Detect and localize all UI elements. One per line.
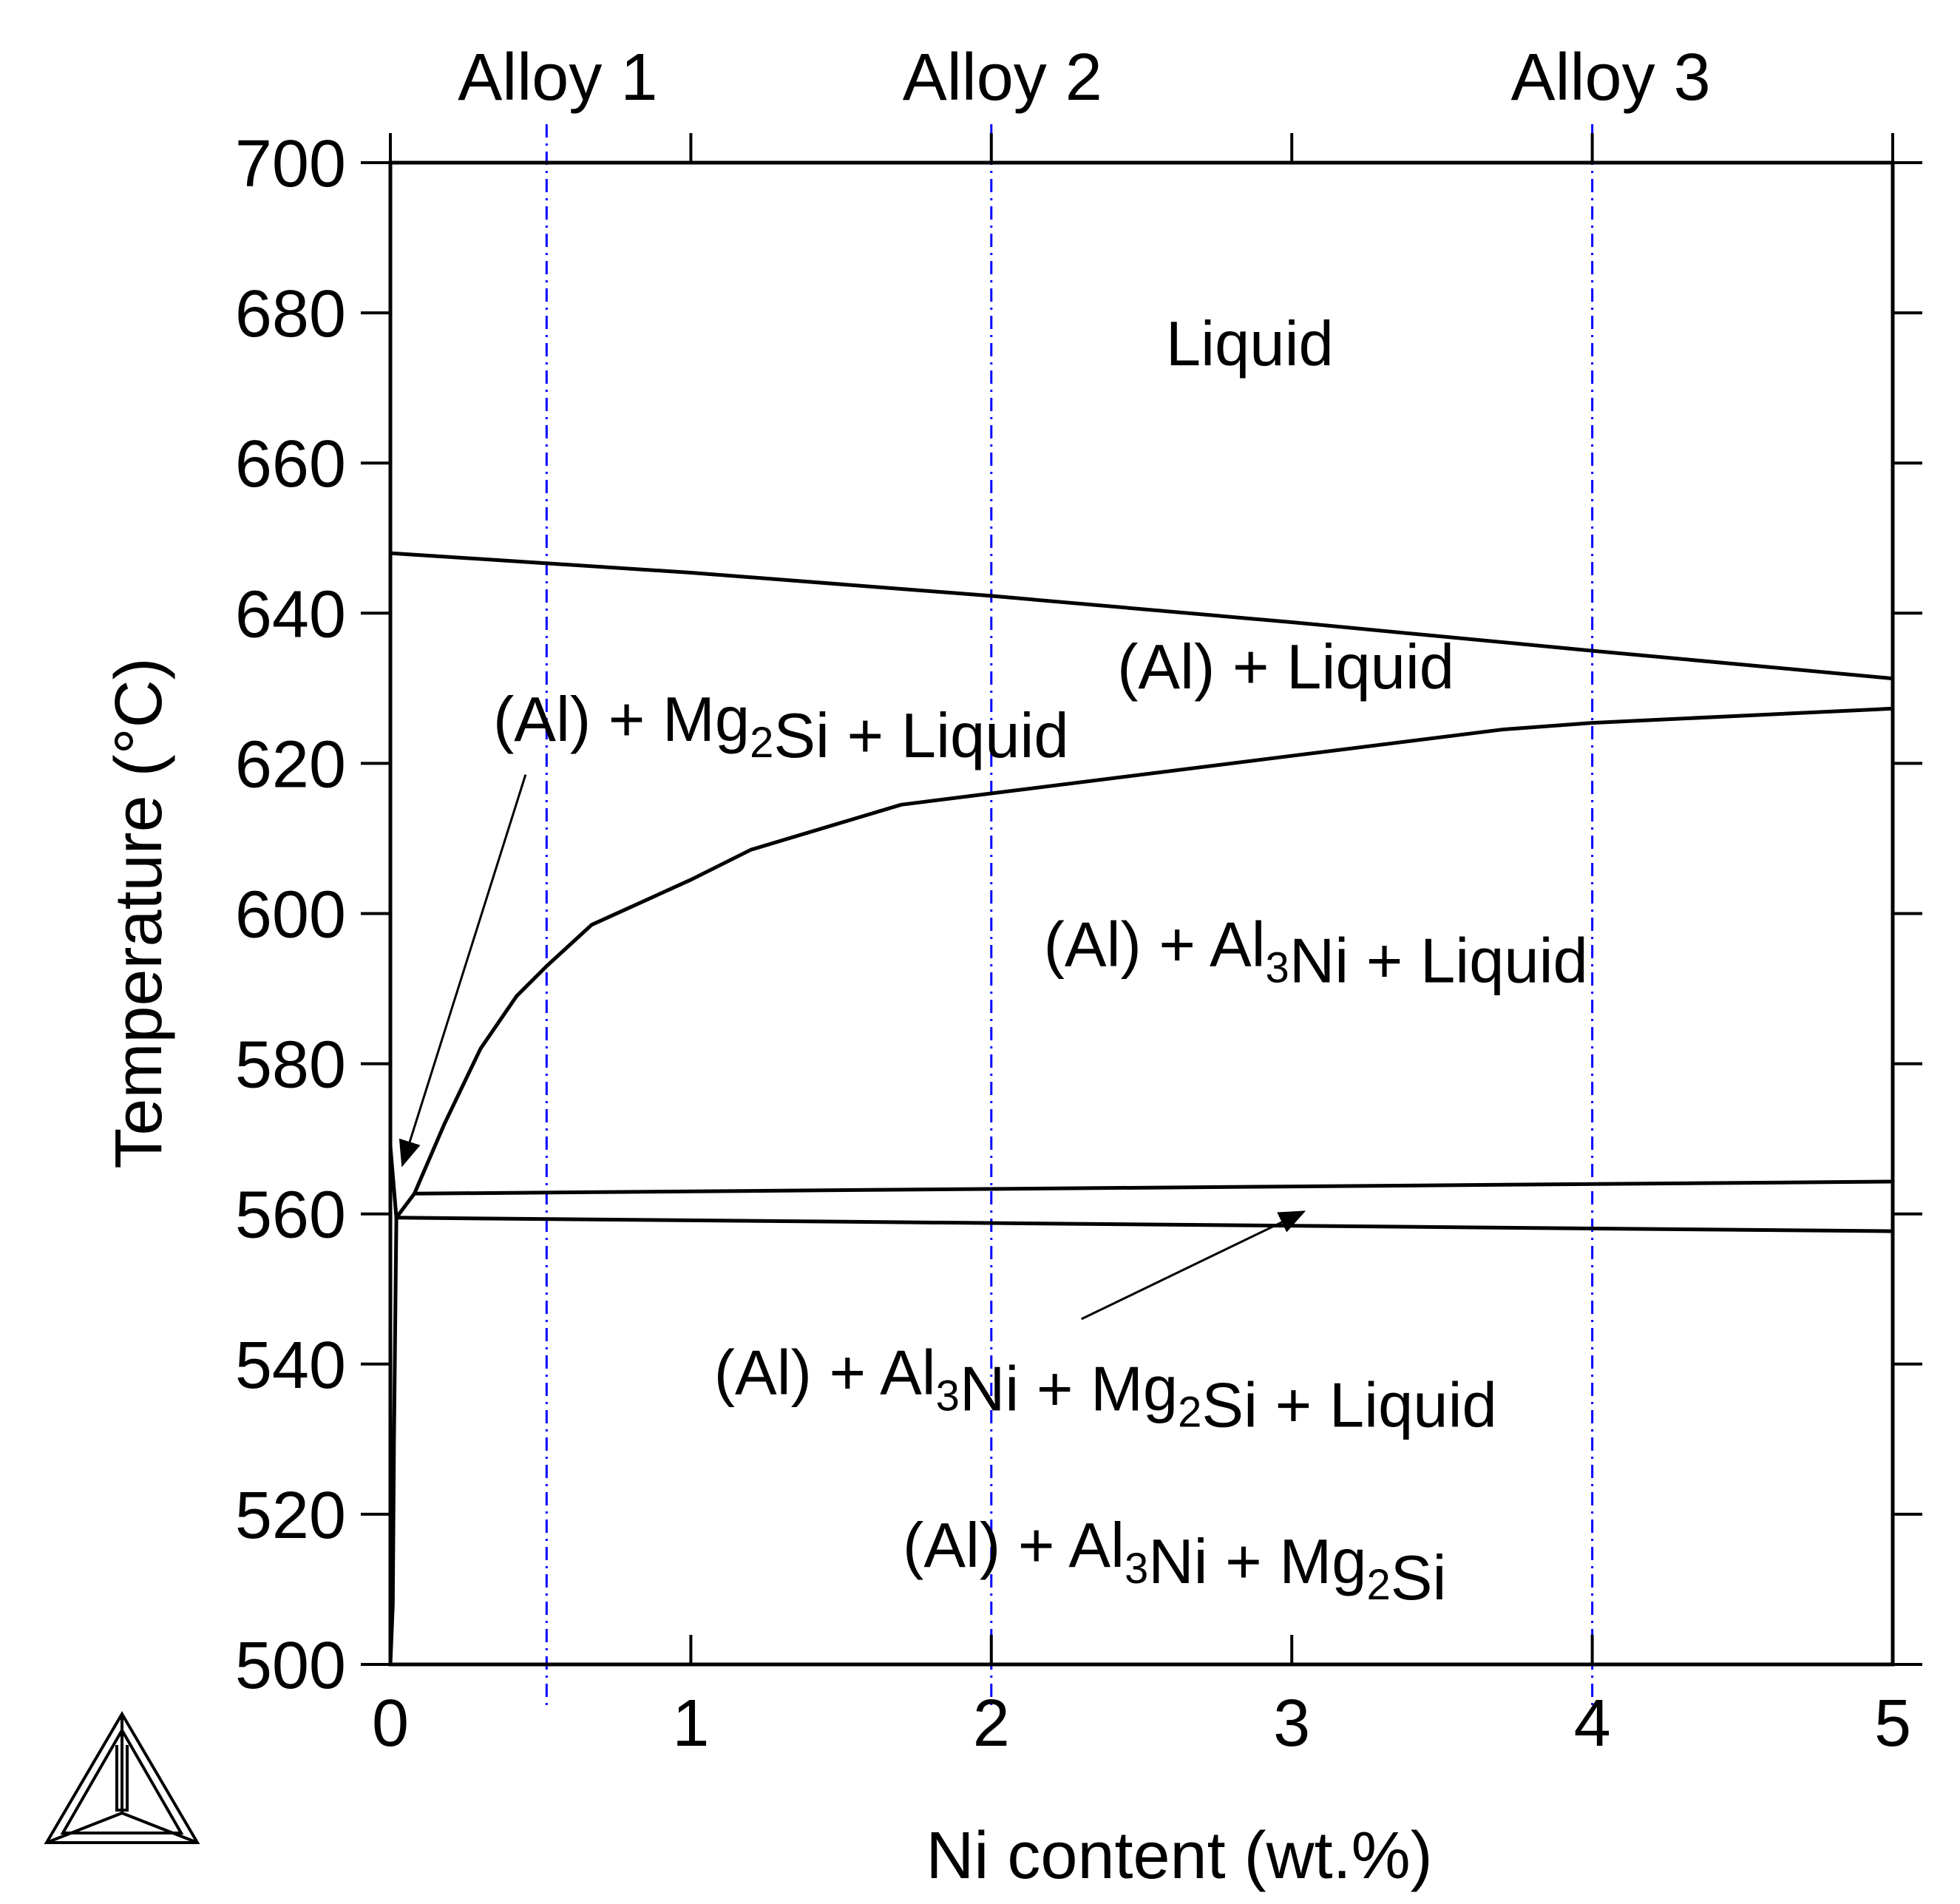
y-tick-label: 500 <box>235 1629 346 1703</box>
x-tick-label: 2 <box>973 1687 1010 1761</box>
x-tick-label: 5 <box>1874 1687 1911 1761</box>
region-label: (Al) + Al3Ni + Mg2Si + Liquid <box>714 1338 1497 1440</box>
y-axis-title: Temperature (°C) <box>102 657 176 1168</box>
x-tick-label: 3 <box>1273 1687 1310 1761</box>
alloy-label: Alloy 1 <box>458 41 657 115</box>
region-label: (Al) + Al3Ni + Liquid <box>1044 910 1588 997</box>
alloy-label: Alloy 3 <box>1511 41 1711 115</box>
phase-boundaries <box>388 551 1893 1665</box>
y-tick-label: 580 <box>235 1029 346 1102</box>
phase-boundary-liquidus <box>390 551 1893 681</box>
region-label: (Al) + Mg2Si + Liquid <box>493 685 1069 771</box>
logo-icon <box>44 1711 200 1844</box>
y-tick-label: 620 <box>235 728 346 802</box>
phase-boundary-lower-eutectic <box>396 1216 1893 1233</box>
alloy-label: Alloy 2 <box>903 41 1102 115</box>
alloy-labels: Alloy 1 Alloy 2 Alloy 3 <box>458 41 1710 115</box>
y-tick-label: 600 <box>235 878 346 952</box>
region-label: (Al) + Al3Ni + Mg2Si <box>903 1511 1446 1613</box>
x-tick-label: 1 <box>672 1687 709 1761</box>
x-tick-label: 0 <box>372 1687 409 1761</box>
region-label: (Al) + Liquid <box>1117 632 1454 702</box>
axis-ticks <box>361 133 1922 1666</box>
phase-boundary-upper-eutectic <box>414 1179 1893 1196</box>
y-tick-label: 660 <box>235 427 346 501</box>
region-labels: Liquid (Al) + Liquid (Al) + Mg2Si + Liquid… <box>493 309 1588 1613</box>
y-tick-label: 700 <box>235 127 346 201</box>
x-tick-label: 4 <box>1574 1687 1611 1761</box>
phase-boundary-mg2si-wedge-left <box>388 1146 416 1220</box>
y-tick-label: 540 <box>235 1329 346 1403</box>
phase-boundary-al3ni-liquidus <box>413 706 1893 1195</box>
annotation-arrow <box>1081 1210 1306 1321</box>
alloy-lines <box>545 124 1594 1708</box>
y-tick-label: 560 <box>235 1179 346 1253</box>
y-tick-label: 680 <box>235 277 346 351</box>
annotation-arrows <box>399 774 1306 1321</box>
annotation-arrow <box>399 774 527 1168</box>
tick-labels: 0 1 2 3 4 5 500 520 540 560 580 600 620 640 660 680 700 <box>235 127 1911 1761</box>
y-tick-label: 640 <box>235 577 346 651</box>
region-label: Liquid <box>1166 309 1334 379</box>
x-axis-title: Ni content (wt.%) <box>926 1819 1432 1893</box>
y-tick-label: 520 <box>235 1479 346 1553</box>
